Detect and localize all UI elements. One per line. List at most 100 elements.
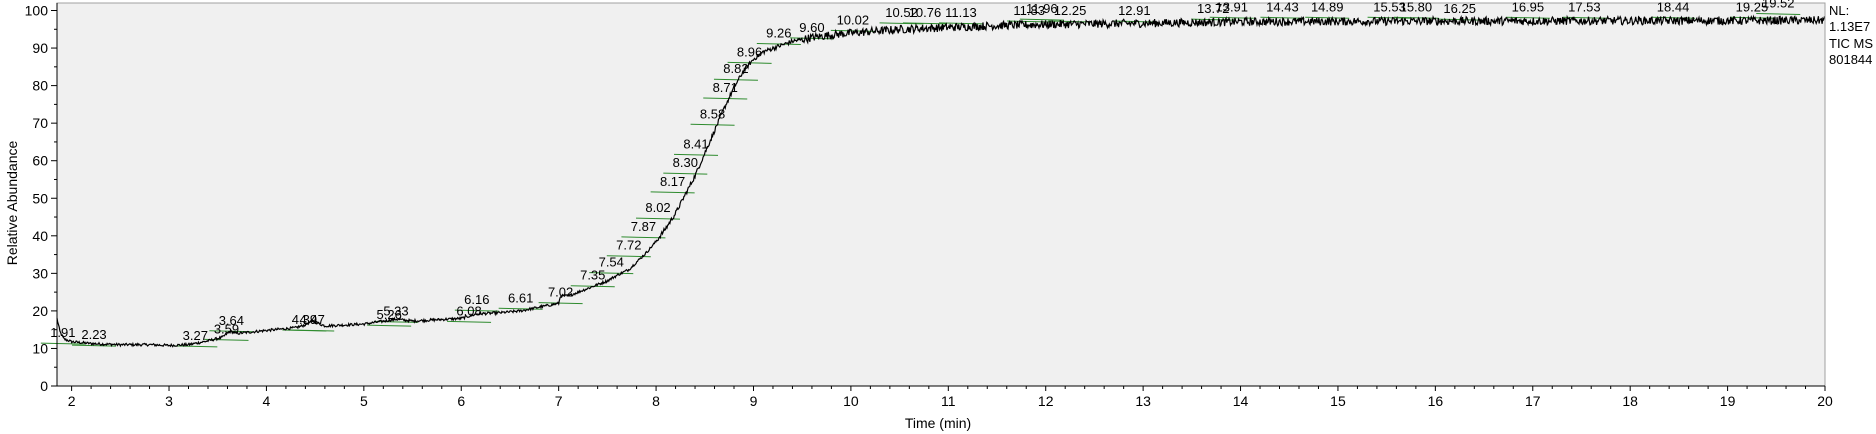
peak-baseline [756, 43, 801, 46]
x-tick-label: 18 [1622, 393, 1638, 409]
peak-baseline [902, 22, 947, 25]
peak-label: 14.89 [1311, 0, 1344, 14]
peak-label: 8.02 [645, 200, 670, 215]
x-tick-label: 15 [1330, 393, 1346, 409]
peak-baseline [367, 324, 412, 327]
info-line-4: 801844 [1829, 52, 1872, 67]
x-tick-label: 19 [1720, 393, 1736, 409]
peak-label: 6.16 [464, 292, 489, 307]
peak-label: 7.72 [616, 238, 641, 253]
y-tick-label: 20 [32, 303, 48, 319]
peak-label: 19.52 [1762, 0, 1795, 11]
y-tick-label: 60 [32, 153, 48, 169]
peak-label: 8.71 [713, 80, 738, 95]
info-block: NL: 1.13E7 TIC MS 801844 [1829, 3, 1873, 67]
y-axis: 0 10 20 30 40 50 60 70 80 90 100 [25, 3, 58, 394]
y-tick-label: 80 [32, 78, 48, 94]
peak-baseline [454, 309, 499, 312]
peak-label: 8.17 [660, 174, 685, 189]
x-tick-label: 2 [68, 393, 76, 409]
y-tick-label: 100 [25, 3, 49, 19]
peak-label: 7.87 [631, 219, 656, 234]
peak-baseline [703, 97, 748, 100]
peak-label: 3.59 [214, 321, 239, 336]
peak-label: 7.02 [548, 285, 573, 300]
peak-baseline [290, 329, 335, 332]
x-tick-label: 13 [1135, 393, 1151, 409]
peak-label: 13.72 [1197, 1, 1230, 16]
y-tick-label: 40 [32, 228, 48, 244]
peak-label: 8.96 [737, 44, 762, 59]
peak-baseline [879, 22, 924, 25]
peak-label: 13.91 [1215, 0, 1248, 14]
peak-baseline [1019, 18, 1064, 21]
peak-label: 14.43 [1266, 0, 1299, 14]
peak-baseline [674, 153, 719, 156]
peak-label: 19.25 [1736, 0, 1769, 14]
peak-baseline [1756, 13, 1801, 16]
peak-baseline [621, 236, 666, 239]
peak-baseline [1393, 16, 1438, 19]
peak-label: 10.02 [837, 12, 870, 27]
peak-label: 11.83 [1013, 3, 1045, 18]
peak-baseline [789, 37, 834, 40]
x-tick-label: 6 [457, 393, 465, 409]
y-tick-label: 10 [32, 340, 48, 356]
peak-label: 15.80 [1400, 0, 1433, 14]
peak-label: 10.52 [885, 5, 918, 20]
y-tick-label: 30 [32, 265, 48, 281]
peak-baseline [447, 320, 492, 323]
peak-baseline [589, 272, 634, 275]
peak-label: 3.64 [219, 313, 244, 328]
peak-label: 8.41 [683, 136, 708, 151]
x-tick-label: 7 [555, 393, 563, 409]
x-tick-label: 11 [941, 393, 956, 409]
peak-label: 7.35 [580, 268, 605, 283]
peak-baseline [1505, 16, 1550, 19]
peak-label: 4.39 [292, 312, 317, 327]
x-axis: 2 3 4 5 6 7 8 9 10 11 12 13 14 15 16 17 18 19 20 [57, 385, 1833, 409]
peak-label: 3.27 [183, 328, 208, 343]
y-tick-label: 50 [32, 190, 48, 206]
x-tick-label: 12 [1038, 393, 1054, 409]
peak-label: 11.96 [1026, 1, 1058, 16]
x-tick-label: 14 [1233, 393, 1249, 409]
peak-baseline [690, 123, 735, 126]
peak-label: 8.58 [700, 106, 725, 121]
peak-label: 5.26 [377, 307, 402, 322]
info-line-2: 1.13E7 [1829, 19, 1870, 34]
peak-label: 6.08 [456, 303, 481, 318]
y-tick-label: 0 [40, 378, 48, 394]
x-tick-label: 16 [1428, 393, 1444, 409]
peak-label: 8.30 [673, 155, 698, 170]
y-axis-title: Relative Abundance [4, 141, 20, 266]
x-tick-label: 20 [1817, 393, 1833, 409]
plot-background [57, 3, 1825, 386]
peak-baseline [40, 342, 85, 345]
peak-label: 2.23 [81, 327, 106, 342]
peak-label: 12.91 [1118, 3, 1151, 18]
peak-baseline [72, 344, 117, 347]
peak-label: 5.33 [383, 303, 408, 318]
peak-label: 6.61 [508, 290, 533, 305]
x-tick-label: 3 [165, 393, 173, 409]
peak-label: 12.25 [1054, 3, 1087, 18]
y-tick-label: 90 [32, 40, 48, 56]
x-axis-title: Time (min) [905, 415, 971, 431]
peak-label: 9.26 [766, 26, 791, 41]
peak-label: 18.44 [1657, 0, 1690, 14]
tic-trace [56, 14, 1826, 348]
peak-baseline [663, 172, 708, 175]
peak-label: 15.53 [1373, 0, 1406, 14]
peak-label: 4.47 [300, 312, 325, 327]
x-tick-label: 17 [1525, 393, 1541, 409]
peak-label: 16.25 [1443, 1, 1476, 16]
peak-label: 1.91 [50, 325, 75, 340]
peak-label: 11.13 [945, 5, 977, 20]
x-tick-label: 4 [263, 393, 271, 409]
info-line-3: TIC MS [1829, 36, 1873, 51]
peak-label: 16.95 [1512, 0, 1545, 14]
x-tick-label: 8 [652, 393, 660, 409]
peak-label: 7.54 [599, 255, 624, 270]
